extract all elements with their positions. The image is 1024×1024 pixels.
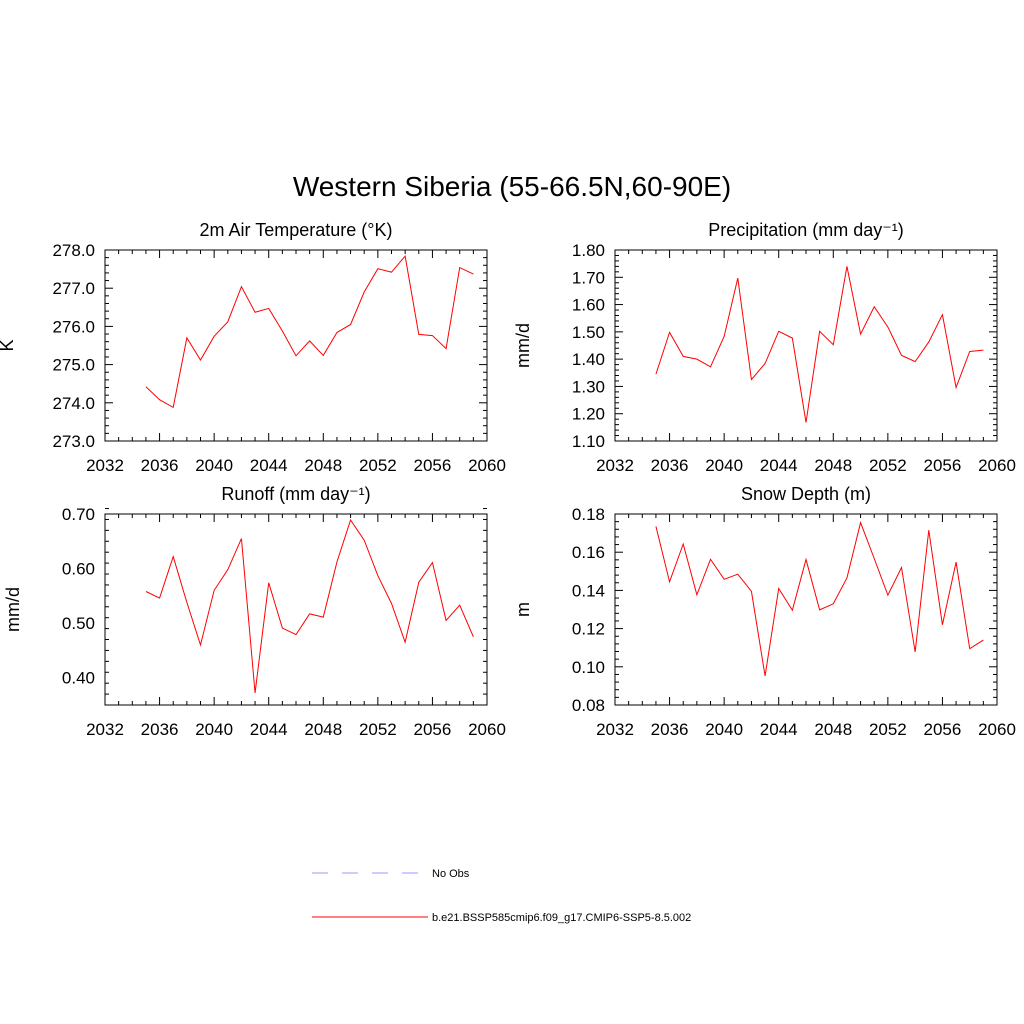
y-tick-label: 0.08	[572, 696, 605, 715]
legend-label: b.e21.BSSP585cmip6.f09_g17.CMIP6-SSP5-8.…	[432, 912, 691, 924]
x-tick-label: 2060	[978, 456, 1016, 475]
y-tick-label: 1.80	[572, 241, 605, 260]
x-tick-label: 2048	[304, 456, 342, 475]
x-tick-label: 2044	[760, 720, 798, 739]
x-tick-label: 2036	[651, 720, 689, 739]
y-tick-label: 1.40	[572, 350, 605, 369]
panel-title: 2m Air Temperature (°K)	[200, 220, 393, 240]
series-line	[655, 520, 984, 677]
x-tick-label: 2056	[414, 720, 452, 739]
x-tick-label: 2048	[814, 720, 852, 739]
x-tick-label: 2056	[924, 720, 962, 739]
legend-label: No Obs	[432, 868, 470, 880]
panel-2: Precipitation (mm day⁻¹) mm/d 2032 2036 2040…	[513, 220, 1016, 475]
plot-frame	[104, 513, 488, 706]
panel-1: 2m Air Temperature (°K) K 2032 2036 2040 2044…	[0, 220, 506, 475]
y-tick-label: 1.50	[572, 323, 605, 342]
y-tick-label: 0.10	[572, 658, 605, 677]
x-tick-label: 2040	[705, 456, 743, 475]
y-tick-label: 1.70	[572, 268, 605, 287]
y-tick-label: 0.50	[62, 614, 95, 633]
x-tick-label: 2056	[924, 456, 962, 475]
x-tick-label: 2048	[814, 456, 852, 475]
x-tick-label: 2032	[86, 456, 124, 475]
x-tick-label: 2044	[250, 456, 288, 475]
panel-title: Precipitation (mm day⁻¹)	[708, 220, 904, 240]
x-tick-label: 2044	[760, 456, 798, 475]
series-line	[145, 254, 474, 409]
y-axis-label: m	[513, 602, 533, 617]
x-tick-label: 2040	[195, 720, 233, 739]
y-tick-label: 0.18	[572, 505, 605, 524]
panel-title: Snow Depth (m)	[741, 484, 871, 504]
panel-3: Runoff (mm day⁻¹) mm/d 2032 2036 2040 2044 204…	[3, 484, 506, 739]
x-tick-label: 2052	[869, 720, 907, 739]
plot-frame	[614, 513, 998, 706]
x-tick-label: 2060	[978, 720, 1016, 739]
x-tick-label: 2040	[705, 720, 743, 739]
panel-title: Runoff (mm day⁻¹)	[221, 484, 370, 504]
y-tick-label: 278.0	[52, 241, 95, 260]
y-tick-label: 1.20	[572, 405, 605, 424]
y-tick-label: 274.0	[52, 394, 95, 413]
series-line	[655, 266, 984, 423]
x-tick-label: 2040	[195, 456, 233, 475]
plot-frame	[614, 249, 998, 442]
y-tick-label: 0.70	[62, 505, 95, 524]
y-tick-label: 0.16	[572, 543, 605, 562]
y-tick-label: 1.60	[572, 296, 605, 315]
y-tick-label: 276.0	[52, 317, 95, 336]
y-tick-label: 277.0	[52, 279, 95, 298]
y-axis-label: mm/d	[3, 587, 23, 632]
y-tick-label: 0.14	[572, 581, 605, 600]
legend: No Obs b.e21.BSSP585cmip6.f09_g17.CMIP6-S…	[312, 868, 691, 924]
plot-frame	[104, 249, 488, 442]
y-tick-label: 0.12	[572, 620, 605, 639]
y-tick-label: 0.40	[62, 669, 95, 688]
x-tick-label: 2056	[414, 456, 452, 475]
x-tick-label: 2036	[141, 456, 179, 475]
x-tick-label: 2044	[250, 720, 288, 739]
x-tick-label: 2052	[869, 456, 907, 475]
x-tick-label: 2036	[141, 720, 179, 739]
y-axis-label: mm/d	[513, 323, 533, 368]
figure-title: Western Siberia (55-66.5N,60-90E)	[293, 171, 731, 202]
y-tick-label: 1.10	[572, 432, 605, 451]
x-tick-label: 2032	[86, 720, 124, 739]
panels: 2m Air Temperature (°K) K 2032 2036 2040 2044…	[0, 220, 1016, 739]
panel-4: Snow Depth (m) m 2032 2036 2040 2044 2048 2052 2…	[513, 484, 1016, 739]
x-tick-label: 2060	[468, 720, 506, 739]
x-tick-label: 2048	[304, 720, 342, 739]
y-tick-label: 273.0	[52, 432, 95, 451]
y-tick-label: 275.0	[52, 356, 95, 375]
x-tick-label: 2032	[596, 720, 634, 739]
y-tick-label: 1.30	[572, 377, 605, 396]
series-line	[145, 518, 474, 694]
x-tick-label: 2036	[651, 456, 689, 475]
y-axis-label: K	[0, 339, 17, 351]
x-tick-label: 2052	[359, 720, 397, 739]
x-tick-label: 2052	[359, 456, 397, 475]
x-tick-label: 2060	[468, 456, 506, 475]
y-tick-label: 0.60	[62, 560, 95, 579]
x-tick-label: 2032	[596, 456, 634, 475]
